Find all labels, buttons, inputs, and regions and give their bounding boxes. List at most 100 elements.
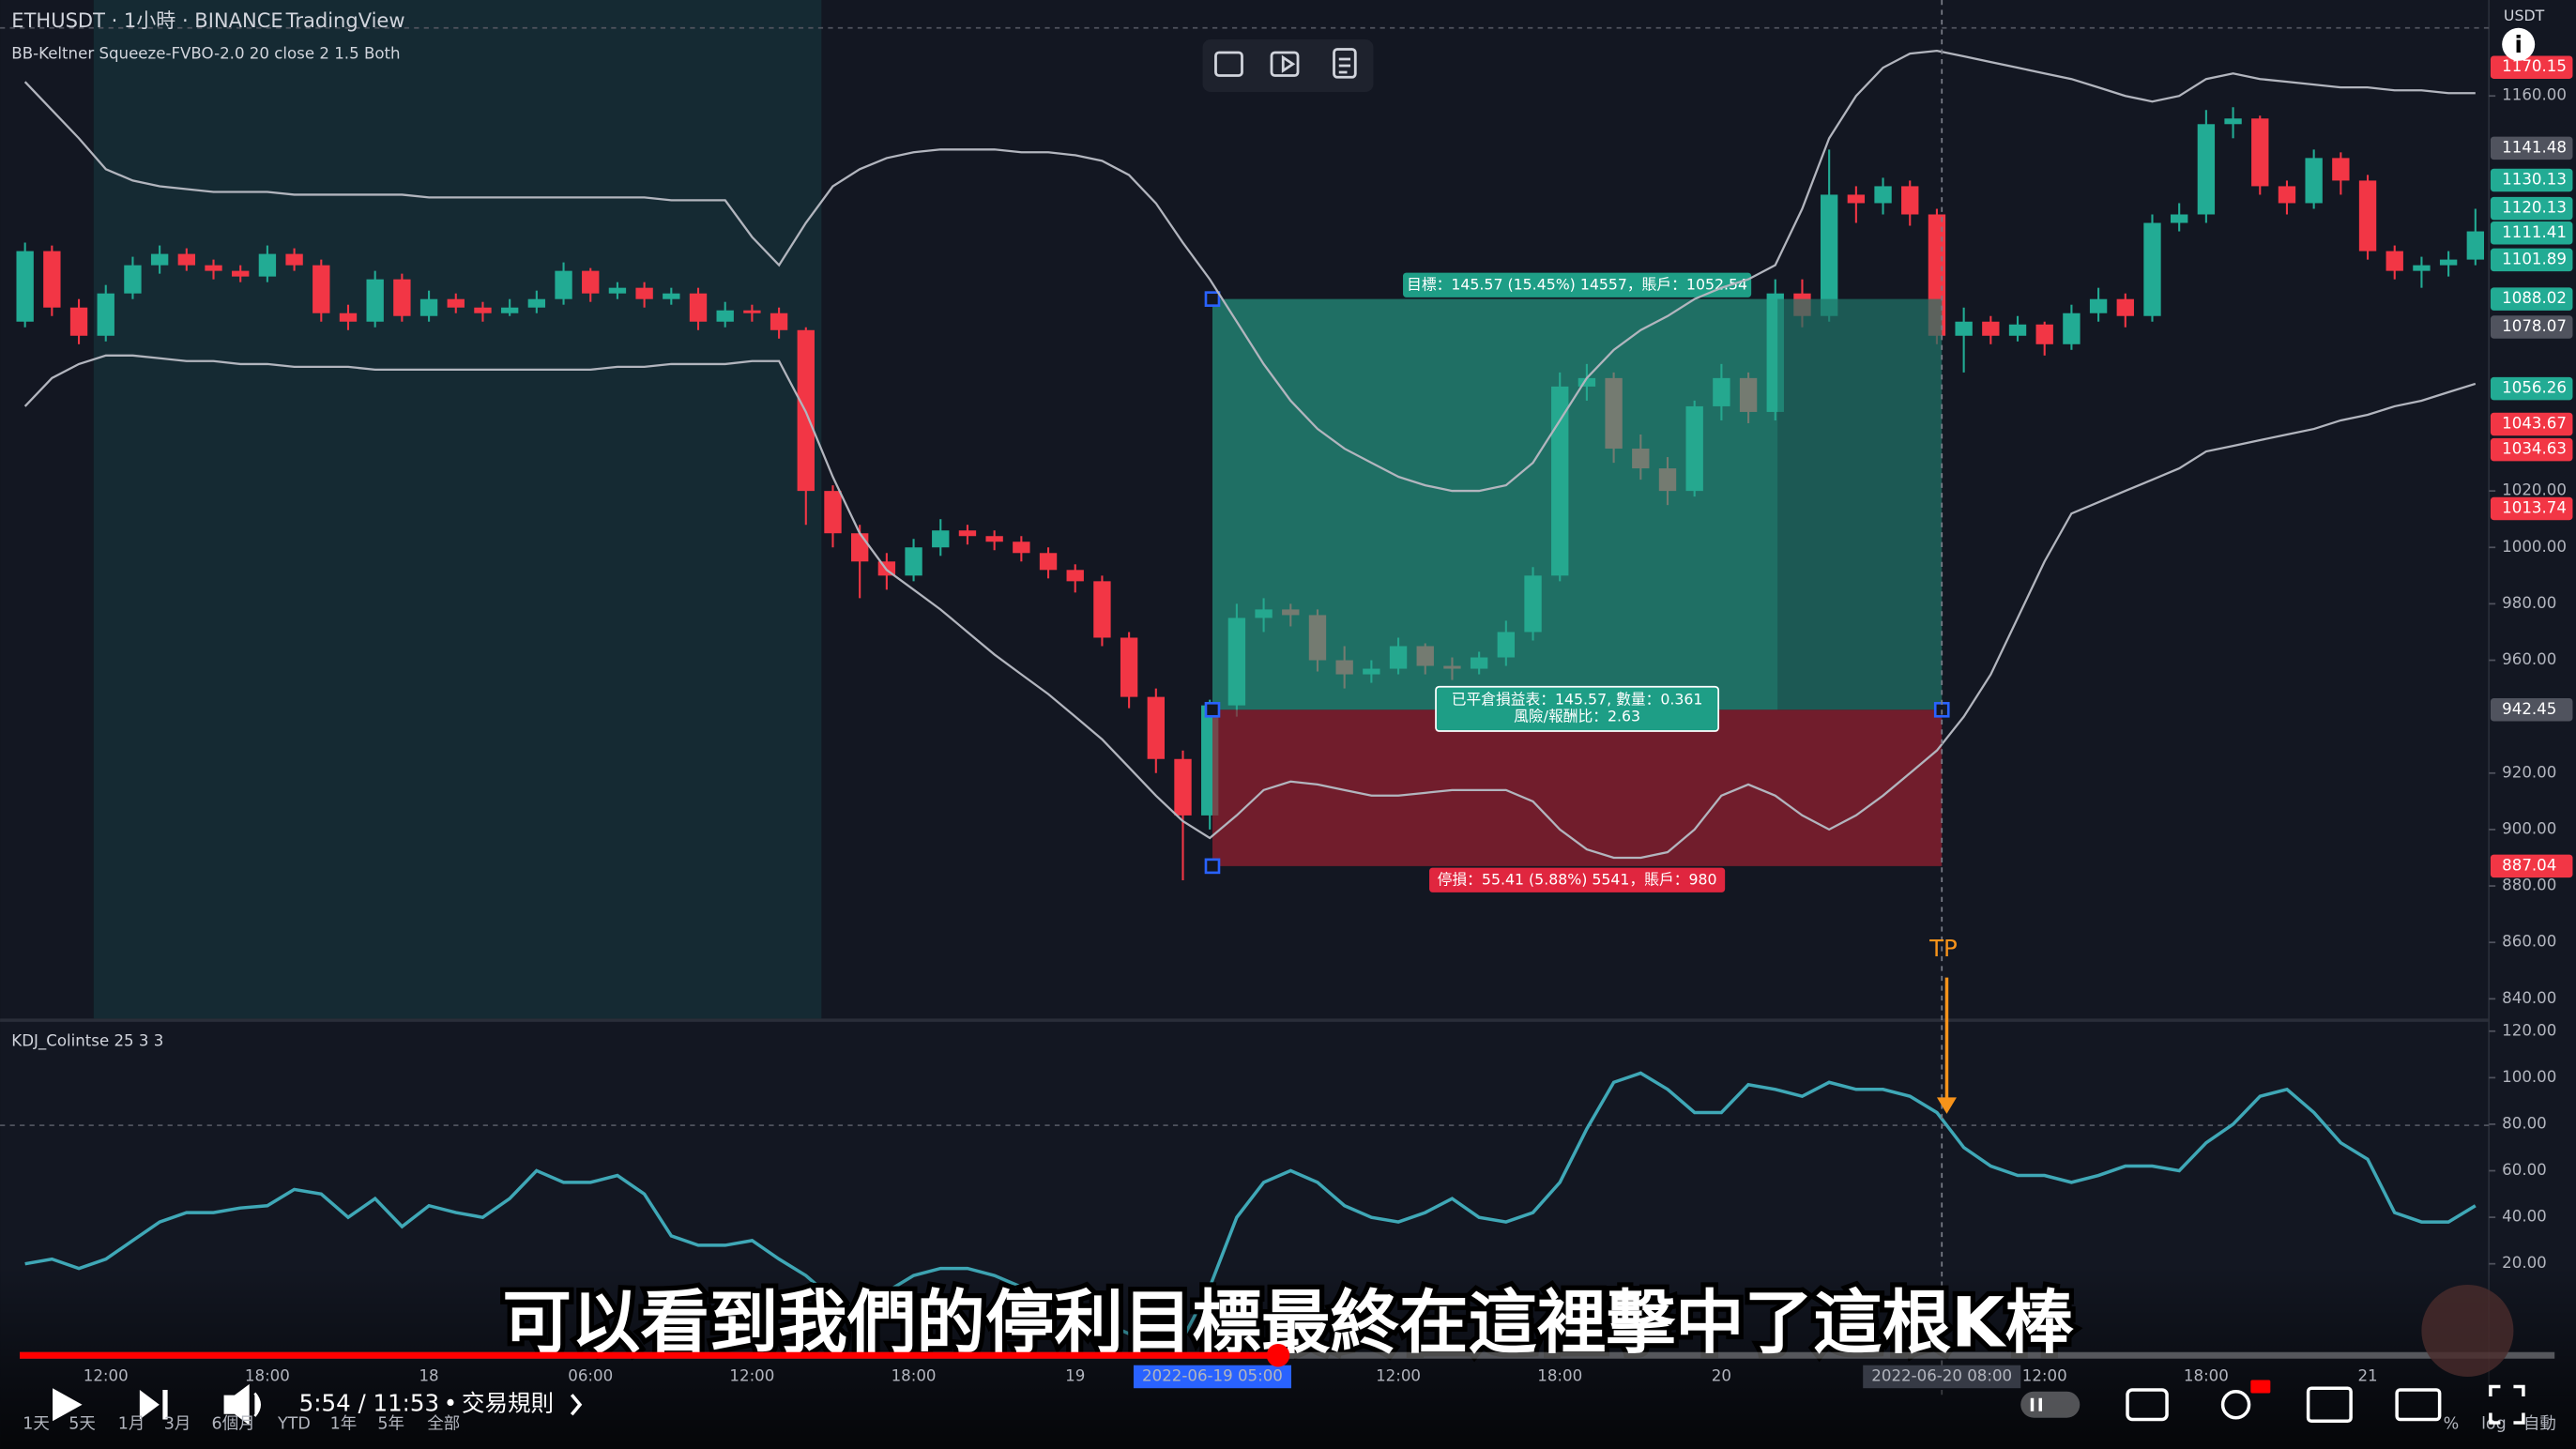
timeframe-button[interactable]: 1年 — [330, 1415, 358, 1434]
time-axis: 12:00 18:00 18 06:00 12:00 18:00 19 12:00 18:00 2… — [84, 1365, 2378, 1389]
x-tick-label: 20 — [1712, 1366, 1731, 1384]
axis-mode[interactable]: 自動 — [2523, 1415, 2556, 1434]
price-tag — [2490, 196, 2573, 221]
y-tick-label: 980.00 — [2502, 594, 2556, 612]
candle-body — [2008, 324, 2027, 336]
candle-body — [124, 265, 142, 294]
y-tick-label: 80.00 — [2502, 1114, 2547, 1132]
symbol-title[interactable]: ETHUSDT · 1小時 · BINANCE — [11, 9, 282, 32]
x-tick-label: 12:00 — [1376, 1366, 1421, 1384]
candle-body — [2358, 180, 2377, 252]
dot: • — [444, 1390, 457, 1417]
candle-body — [2035, 324, 2053, 344]
candle-body — [285, 253, 303, 266]
elapsed-shade — [1777, 298, 1943, 710]
timeframe-button[interactable]: 5年 — [377, 1415, 404, 1434]
tp-annotation: TP — [1928, 935, 1958, 962]
player-controls[interactable] — [2020, 1384, 2525, 1425]
profit-zone — [1212, 298, 1943, 710]
candle-body — [2116, 298, 2134, 316]
candle-body — [2413, 265, 2431, 271]
price-tag-label: 1088.02 — [2502, 289, 2567, 307]
price-tag-label: 1111.41 — [2502, 223, 2567, 241]
price-tag-label: 1078.07 — [2502, 317, 2567, 335]
y-tick-label: 40.00 — [2502, 1208, 2547, 1226]
result-label: 已平倉損益表：145.57, 數量：0.361 — [1452, 690, 1703, 708]
price-tag — [2490, 376, 2573, 401]
indicator-name[interactable]: BB-Keltner Squeeze-FVBO-2.0 20 close 2 1… — [11, 44, 400, 62]
y-tick-label: 860.00 — [2502, 933, 2556, 951]
ratio-label: 風險/報酬比：2.63 — [1514, 708, 1640, 725]
candle-body — [339, 313, 358, 322]
candle-body — [1901, 186, 1919, 215]
candle-body — [205, 265, 222, 271]
play-button[interactable] — [53, 1388, 83, 1422]
candle-body — [2171, 214, 2188, 223]
floating-toolbar — [1202, 39, 1374, 93]
price-tag — [2490, 496, 2573, 521]
candle-body — [232, 270, 250, 277]
channel-avatar[interactable] — [2421, 1284, 2514, 1377]
position-tool[interactable]: 目標：145.57 (15.45%) 14557，賬戶：1052.54 已平倉損益… — [1204, 272, 1950, 892]
candle-body — [850, 533, 869, 562]
timeframe-button[interactable]: 6個月 — [212, 1415, 255, 1434]
candle-body — [419, 298, 438, 316]
tp-arrowhead — [1936, 1097, 1957, 1114]
x-tick-label: 19 — [1065, 1366, 1085, 1384]
y-tick-label: 1000.00 — [2502, 538, 2567, 556]
time-highlight — [1133, 1365, 1292, 1389]
candle-body — [555, 270, 572, 299]
time-highlight — [1863, 1365, 2021, 1389]
timeframe-button[interactable]: 1天 — [23, 1415, 50, 1434]
x-tick-label: 12:00 — [84, 1366, 129, 1384]
candle-body — [689, 293, 708, 322]
line-series — [23, 49, 2476, 493]
timeframe-button[interactable]: 全部 — [427, 1415, 460, 1434]
toolbar-icons[interactable] — [1214, 48, 1357, 79]
price-tag-label: 1120.13 — [2502, 199, 2567, 217]
y-tick-label: 60.00 — [2502, 1161, 2547, 1179]
candle-body — [2224, 118, 2242, 125]
timeframe-button[interactable]: 5天 — [69, 1415, 96, 1434]
source: TradingView — [285, 9, 405, 32]
stop-label: 停損：55.41 (5.88%) 5541，賬戶：980 — [1438, 870, 1717, 888]
candle-body — [1039, 553, 1058, 571]
price-tag — [2490, 136, 2573, 160]
info-button[interactable] — [2502, 27, 2536, 61]
y-tick-label: 900.00 — [2502, 819, 2556, 837]
candle-body — [527, 298, 546, 308]
x-tick-label: 12:00 — [729, 1366, 774, 1384]
kdj-name[interactable]: KDJ_Colintse 25 3 3 — [11, 1031, 163, 1050]
price-tag — [2490, 287, 2573, 311]
volume-button[interactable] — [223, 1383, 261, 1426]
currency[interactable]: USDT — [2504, 7, 2545, 24]
candle-body — [97, 293, 114, 336]
price-tag-label: 1056.26 — [2502, 379, 2567, 397]
timeframe-button[interactable]: YTD — [277, 1415, 311, 1434]
candle-body — [393, 279, 411, 316]
time-highlight-label: 2022-06-20 08:00 — [1871, 1366, 2012, 1384]
candle-body — [958, 530, 977, 537]
y-tick-label: 120.00 — [2502, 1021, 2556, 1039]
candle-body — [2143, 222, 2161, 316]
next-button[interactable] — [139, 1389, 168, 1420]
timeframe-button[interactable]: 1月 — [118, 1415, 145, 1434]
handle — [1204, 701, 1221, 718]
progress-played — [20, 1351, 1278, 1359]
candle-body — [447, 298, 465, 308]
chapter[interactable]: 交易規則 — [462, 1390, 554, 1417]
candle-body — [608, 287, 627, 294]
progress-handle[interactable] — [1266, 1343, 1290, 1367]
price-tag — [2490, 221, 2573, 245]
time-highlight-label: 2022-06-19 05:00 — [1142, 1366, 1283, 1384]
target-label: 目標：145.57 (15.45%) 14557，賬戶：1052.54 — [1407, 275, 1747, 293]
axis-mode[interactable]: % — [2444, 1415, 2460, 1434]
timeframe-button[interactable]: 3月 — [164, 1415, 191, 1434]
session-shade — [93, 0, 822, 1019]
candle-body — [932, 530, 950, 548]
candle-body — [1066, 570, 1084, 582]
stop-badge — [1429, 867, 1726, 892]
price-tag — [2490, 315, 2573, 339]
